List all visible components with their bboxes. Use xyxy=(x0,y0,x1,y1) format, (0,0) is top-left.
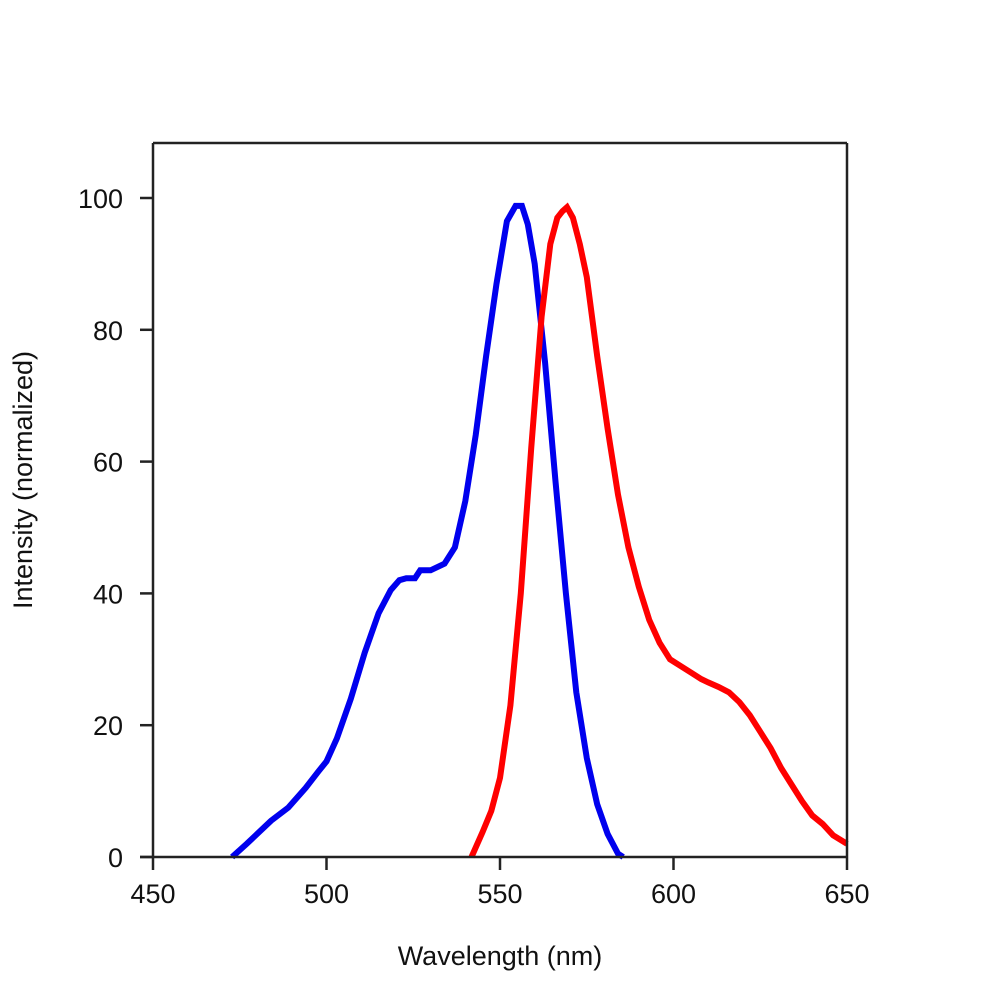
series-line-emission xyxy=(468,202,849,859)
series-line-excitation xyxy=(230,202,625,860)
x-axis-title: Wavelength (nm) xyxy=(398,941,603,971)
plot-series xyxy=(230,202,849,860)
y-tick-label: 60 xyxy=(93,448,123,478)
y-tick-label: 80 xyxy=(93,316,123,346)
x-tick-label: 500 xyxy=(304,879,349,909)
x-tick-label: 600 xyxy=(651,879,696,909)
y-axis-title: Intensity (normalized) xyxy=(8,351,38,609)
x-axis-ticks: 450 500 550 600 650 xyxy=(130,857,870,909)
y-tick-label: 40 xyxy=(93,579,123,609)
x-tick-label: 650 xyxy=(824,879,869,909)
x-tick-label: 450 xyxy=(130,879,175,909)
y-tick-label: 100 xyxy=(78,184,123,214)
x-tick-label: 550 xyxy=(477,879,522,909)
y-tick-label: 20 xyxy=(93,711,123,741)
plot-frame xyxy=(140,141,849,859)
y-axis-ticks: 0 20 40 60 80 100 xyxy=(78,184,153,873)
y-tick-label: 0 xyxy=(108,843,123,873)
